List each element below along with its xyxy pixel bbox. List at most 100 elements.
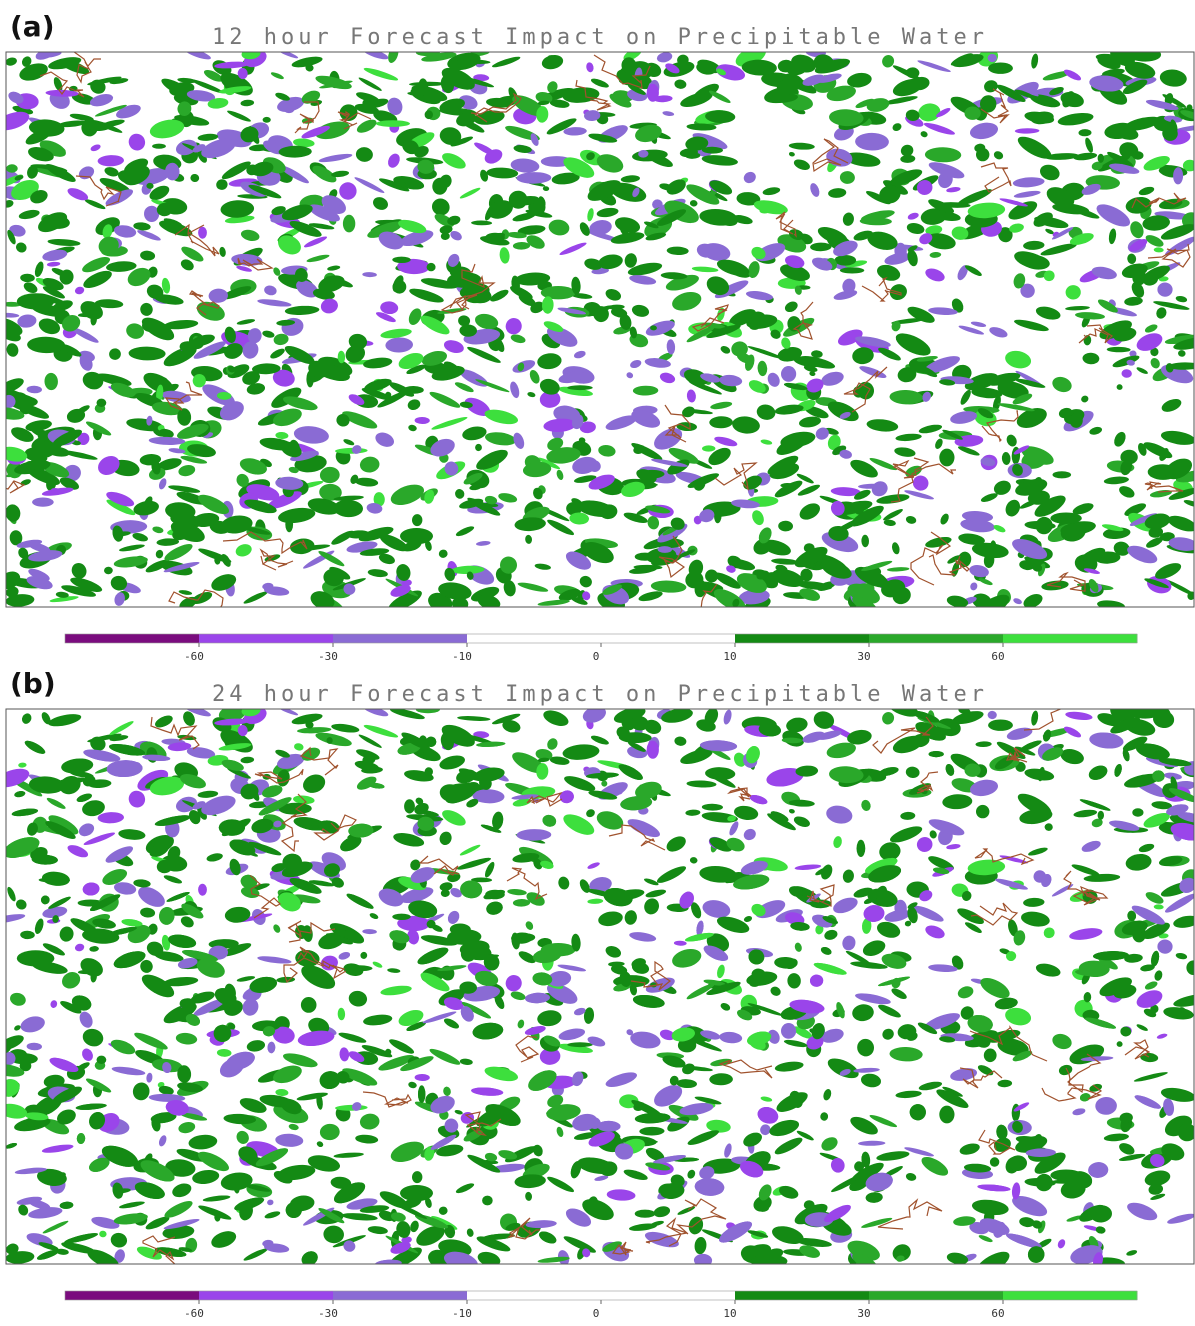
- field-blob: [590, 223, 609, 232]
- field-blob: [527, 392, 536, 398]
- field-blob: [786, 60, 808, 76]
- field-blob: [928, 751, 944, 758]
- field-blob: [207, 97, 229, 109]
- field-blob: [522, 461, 552, 478]
- field-blob: [850, 961, 888, 969]
- field-blob: [833, 836, 842, 849]
- field-blob: [1121, 263, 1148, 279]
- field-blob: [540, 286, 576, 300]
- field-blob: [662, 111, 675, 117]
- field-blob: [928, 162, 965, 179]
- field-blob: [285, 1202, 302, 1219]
- field-blob: [1014, 89, 1036, 99]
- field-blob: [770, 811, 789, 822]
- field-blob: [820, 947, 832, 955]
- field-blob: [27, 165, 38, 179]
- field-blob: [61, 1242, 96, 1254]
- field-blob: [546, 326, 578, 347]
- field-blob: [146, 415, 153, 426]
- field-blob: [499, 556, 518, 574]
- field-blob: [1177, 812, 1194, 824]
- field-blob: [556, 1126, 564, 1138]
- field-blob: [198, 883, 207, 896]
- field-blob: [826, 85, 856, 102]
- field-blob: [882, 54, 895, 68]
- field-blob: [542, 814, 557, 827]
- field-blob: [1013, 930, 1026, 946]
- field-blob: [749, 978, 761, 987]
- field-blob: [390, 1141, 425, 1162]
- field-blob: [977, 1184, 1011, 1192]
- field-blob: [14, 791, 26, 798]
- coastline: [440, 294, 478, 314]
- field-blob: [473, 731, 490, 739]
- coastline: [872, 716, 934, 754]
- field-blob: [450, 230, 462, 241]
- field-blob: [653, 1206, 671, 1218]
- field-blob: [788, 799, 815, 807]
- field-blob: [925, 536, 952, 548]
- field-blob: [83, 270, 112, 288]
- field-blob: [963, 1163, 992, 1173]
- coastline: [978, 1129, 1016, 1155]
- field-blob: [1144, 513, 1171, 530]
- field-blob: [480, 824, 502, 833]
- field-blob: [881, 953, 907, 969]
- field-blob: [424, 1146, 435, 1161]
- field-blob: [861, 210, 895, 222]
- field-blob: [587, 862, 600, 869]
- field-blob: [272, 1026, 295, 1044]
- field-blob: [262, 330, 275, 338]
- field-blob: [701, 146, 723, 154]
- field-blob: [8, 91, 24, 104]
- field-blob: [84, 199, 106, 210]
- field-blob: [878, 1004, 901, 1018]
- field-blob: [656, 866, 687, 883]
- field-blob: [342, 1068, 378, 1086]
- field-blob: [558, 876, 570, 890]
- field-blob: [307, 1155, 341, 1172]
- coastline: [250, 875, 282, 919]
- coastline: [726, 786, 752, 802]
- field-blob: [828, 188, 847, 198]
- field-blob: [410, 88, 441, 105]
- field-blob: [687, 1169, 696, 1179]
- field-blob: [548, 55, 560, 61]
- field-blob: [537, 100, 550, 106]
- field-blob: [415, 797, 424, 805]
- field-blob: [472, 1022, 504, 1040]
- field-blob: [464, 397, 491, 417]
- field-blob: [480, 169, 489, 182]
- field-blob: [227, 767, 251, 779]
- field-blob: [1138, 442, 1147, 456]
- field-blob: [837, 329, 863, 346]
- field-blob: [331, 530, 354, 545]
- field-blob: [1069, 412, 1083, 428]
- field-blob: [175, 139, 198, 156]
- field-blob: [372, 961, 383, 968]
- field-blob: [631, 409, 661, 428]
- field-blob: [140, 907, 156, 918]
- field-blob: [1052, 376, 1072, 393]
- field-blob: [1081, 395, 1089, 403]
- field-blob: [459, 187, 481, 199]
- field-blob: [439, 755, 465, 770]
- field-blob: [1145, 892, 1164, 904]
- field-blob: [202, 1195, 231, 1202]
- field-blob: [380, 985, 412, 996]
- colorbar-segment: [1003, 1291, 1138, 1300]
- field-blob: [940, 513, 949, 525]
- colorbar-segment: [199, 1291, 334, 1300]
- field-blob: [168, 448, 186, 454]
- field-blob: [368, 782, 385, 789]
- field-blob: [197, 133, 219, 141]
- field-blob: [628, 1223, 658, 1231]
- field-blob: [788, 142, 815, 150]
- field-blob: [729, 309, 756, 327]
- field-blob: [156, 859, 173, 874]
- field-blob: [719, 1221, 752, 1243]
- field-blob: [439, 98, 465, 113]
- field-blob: [364, 378, 392, 392]
- field-blob: [785, 255, 805, 269]
- field-blob: [277, 753, 305, 769]
